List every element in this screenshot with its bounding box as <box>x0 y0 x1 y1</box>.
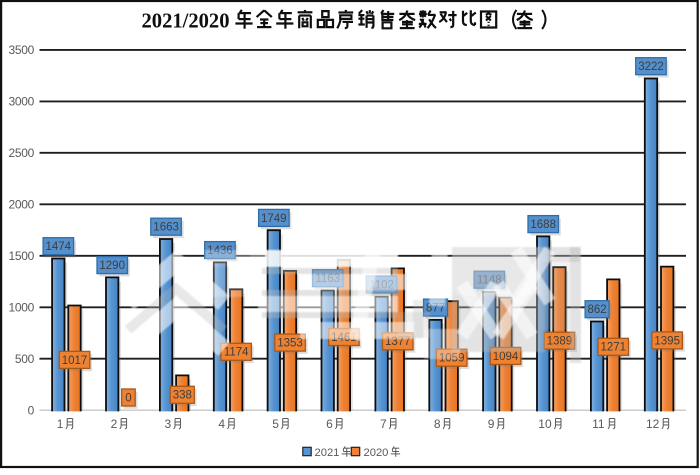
svg-text:9: 9 <box>488 417 495 431</box>
svg-text:1017: 1017 <box>62 355 88 367</box>
svg-text:1000: 1000 <box>9 301 35 315</box>
svg-text:0: 0 <box>125 392 131 404</box>
svg-text:2021: 2021 <box>315 447 340 459</box>
svg-text:1389: 1389 <box>547 336 573 348</box>
svg-text:862: 862 <box>588 304 607 316</box>
svg-text:12: 12 <box>646 417 660 431</box>
svg-text:1: 1 <box>57 417 64 431</box>
svg-text:7: 7 <box>380 417 387 431</box>
svg-text:2: 2 <box>111 417 118 431</box>
svg-text:8: 8 <box>434 417 441 431</box>
svg-text:2500: 2500 <box>9 146 35 160</box>
svg-text:2020: 2020 <box>364 447 389 459</box>
svg-text:3222: 3222 <box>638 61 664 73</box>
svg-text:1094: 1094 <box>493 351 519 363</box>
svg-text:0: 0 <box>28 403 35 417</box>
svg-text:6: 6 <box>326 417 333 431</box>
svg-text:2021/2020: 2021/2020 <box>142 9 230 33</box>
svg-text:338: 338 <box>173 390 192 402</box>
svg-text:3000: 3000 <box>9 95 35 109</box>
svg-text:10: 10 <box>538 417 552 431</box>
svg-text:3500: 3500 <box>9 43 35 57</box>
svg-text:1290: 1290 <box>99 260 125 272</box>
svg-text:1271: 1271 <box>601 342 627 354</box>
svg-text:1688: 1688 <box>530 219 556 231</box>
svg-text:11: 11 <box>592 417 605 431</box>
svg-text:1663: 1663 <box>153 222 179 234</box>
svg-text:1474: 1474 <box>46 241 72 253</box>
svg-text:1395: 1395 <box>654 335 680 347</box>
svg-text:5: 5 <box>272 417 279 431</box>
svg-text:1353: 1353 <box>277 338 303 350</box>
svg-text:1174: 1174 <box>224 347 249 359</box>
svg-text:3: 3 <box>165 417 172 431</box>
svg-text:1749: 1749 <box>261 213 287 225</box>
svg-text:500: 500 <box>15 352 35 366</box>
svg-text:2000: 2000 <box>9 198 35 212</box>
svg-text:1377: 1377 <box>385 336 411 348</box>
svg-text:4: 4 <box>218 417 225 431</box>
svg-text:1500: 1500 <box>9 249 35 263</box>
